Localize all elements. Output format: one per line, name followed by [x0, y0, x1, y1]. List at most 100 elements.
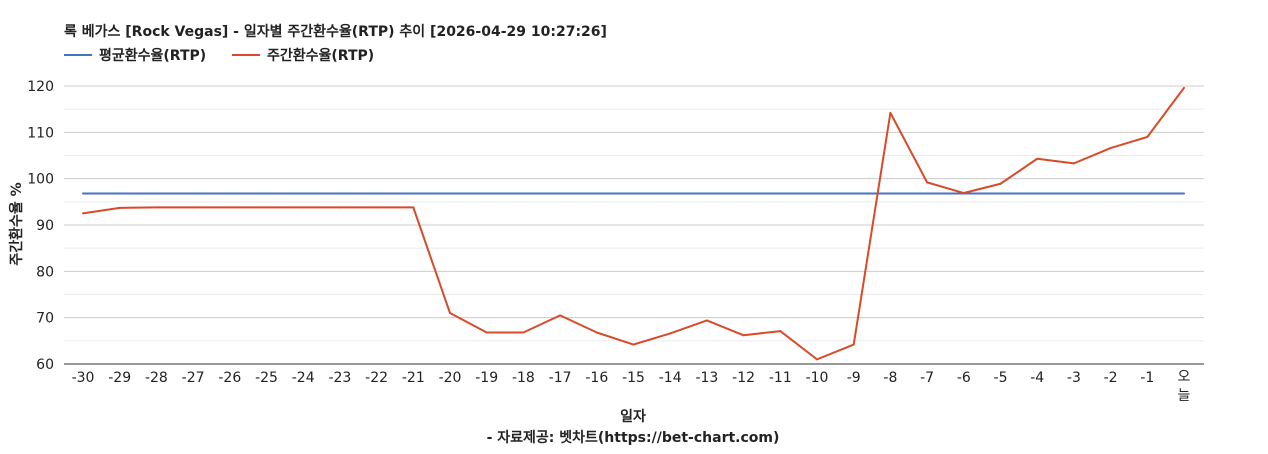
y-axis-ticks: 60 70 80 90 100 110 120 — [27, 79, 54, 373]
point-average[interactable] — [302, 192, 305, 195]
point-weekly[interactable] — [742, 334, 745, 337]
point-weekly[interactable] — [118, 206, 121, 209]
point-average[interactable] — [559, 192, 562, 195]
x-tick-label: -19 — [475, 370, 498, 386]
point-average[interactable] — [192, 192, 195, 195]
point-weekly[interactable] — [1146, 135, 1149, 138]
x-tick-label: -8 — [883, 370, 897, 386]
point-average[interactable] — [926, 192, 929, 195]
point-average[interactable] — [1072, 192, 1075, 195]
point-average[interactable] — [1109, 192, 1112, 195]
point-weekly[interactable] — [595, 331, 598, 334]
x-tick-label: -22 — [365, 370, 388, 386]
point-average[interactable] — [852, 192, 855, 195]
x-tick-label: -28 — [145, 370, 168, 386]
point-weekly[interactable] — [1036, 157, 1039, 160]
point-average[interactable] — [522, 192, 525, 195]
legend-label-weekly: 주간환수율(RTP) — [267, 47, 374, 64]
x-tick-label: -30 — [72, 370, 95, 386]
point-weekly[interactable] — [485, 331, 488, 334]
x-tick-label: -18 — [512, 370, 535, 386]
point-weekly[interactable] — [632, 343, 635, 346]
point-average[interactable] — [449, 192, 451, 195]
point-weekly[interactable] — [522, 331, 525, 334]
point-weekly[interactable] — [155, 206, 158, 209]
y-tick-label: 110 — [27, 125, 54, 141]
point-weekly[interactable] — [962, 192, 965, 195]
x-tick-label: -15 — [622, 370, 645, 386]
point-weekly[interactable] — [449, 312, 451, 315]
point-weekly[interactable] — [82, 212, 84, 215]
point-weekly[interactable] — [265, 206, 268, 209]
x-tick-label: -4 — [1030, 370, 1044, 386]
point-average[interactable] — [1146, 192, 1149, 195]
point-average[interactable] — [889, 192, 892, 195]
point-weekly[interactable] — [852, 343, 855, 346]
point-weekly[interactable] — [338, 206, 341, 209]
chart-title: 록 베가스 [Rock Vegas] - 일자별 주간환수율(RTP) 추이 [… — [64, 23, 607, 40]
point-average[interactable] — [228, 192, 231, 195]
x-tick-label: -24 — [292, 370, 315, 386]
x-tick-label: -9 — [847, 370, 861, 386]
point-average[interactable] — [338, 192, 341, 195]
legend-label-average: 평균환수율(RTP) — [99, 47, 206, 64]
point-weekly[interactable] — [302, 206, 305, 209]
legend-item-weekly[interactable]: 주간환수율(RTP) — [232, 47, 374, 64]
point-average[interactable] — [632, 192, 635, 195]
point-weekly[interactable] — [559, 314, 562, 317]
point-weekly[interactable] — [999, 182, 1002, 185]
point-average[interactable] — [82, 192, 84, 195]
y-tick-label: 60 — [36, 357, 54, 373]
x-axis-label: 일자 — [620, 409, 646, 425]
legend: 평균환수율(RTP) 주간환수율(RTP) — [64, 47, 374, 64]
source-credit: - 자료제공: 벳차트(https://bet-chart.com) — [487, 429, 780, 446]
point-average[interactable] — [118, 192, 121, 195]
gridlines — [64, 85, 1204, 365]
x-tick-label: -13 — [695, 370, 718, 386]
legend-item-average[interactable]: 평균환수율(RTP) — [64, 47, 206, 64]
point-average[interactable] — [999, 192, 1002, 195]
x-tick-label: -21 — [402, 370, 425, 386]
point-average[interactable] — [742, 192, 745, 195]
point-weekly[interactable] — [889, 111, 892, 114]
point-weekly[interactable] — [669, 332, 672, 335]
x-tick-label: -7 — [920, 370, 934, 386]
point-weekly[interactable] — [375, 206, 378, 209]
point-weekly[interactable] — [779, 330, 782, 333]
point-average[interactable] — [155, 192, 158, 195]
x-tick-label: -16 — [585, 370, 608, 386]
point-weekly[interactable] — [412, 206, 415, 209]
point-weekly[interactable] — [926, 181, 929, 184]
series-line-weekly[interactable] — [82, 87, 1185, 361]
point-weekly[interactable] — [228, 206, 231, 209]
point-weekly[interactable] — [1109, 147, 1112, 150]
point-weekly[interactable] — [705, 319, 708, 322]
point-weekly[interactable] — [192, 206, 195, 209]
x-tick-label: 늘 — [1178, 388, 1191, 404]
point-weekly[interactable] — [1072, 162, 1075, 165]
point-weekly[interactable] — [1183, 86, 1185, 89]
point-average[interactable] — [669, 192, 672, 195]
x-tick-label: -11 — [769, 370, 792, 386]
x-tick-label: -25 — [255, 370, 278, 386]
x-tick-label: -2 — [1104, 370, 1118, 386]
point-average[interactable] — [779, 192, 782, 195]
point-average[interactable] — [1036, 192, 1039, 195]
point-average[interactable] — [485, 192, 488, 195]
y-tick-label: 100 — [27, 172, 54, 188]
point-weekly[interactable] — [816, 358, 818, 361]
point-average[interactable] — [265, 192, 268, 195]
y-tick-label: 120 — [27, 79, 54, 95]
point-average[interactable] — [412, 192, 415, 195]
y-tick-label: 70 — [36, 311, 54, 327]
y-tick-label: 80 — [36, 264, 54, 280]
point-average[interactable] — [705, 192, 708, 195]
point-average[interactable] — [595, 192, 598, 195]
x-tick-label: -5 — [994, 370, 1008, 386]
point-average[interactable] — [1183, 192, 1185, 195]
y-tick-label: 90 — [36, 218, 54, 234]
point-average[interactable] — [816, 192, 818, 195]
x-tick-label: -3 — [1067, 370, 1081, 386]
y-axis-label: 주간환수율 % — [8, 182, 25, 265]
point-average[interactable] — [375, 192, 378, 195]
